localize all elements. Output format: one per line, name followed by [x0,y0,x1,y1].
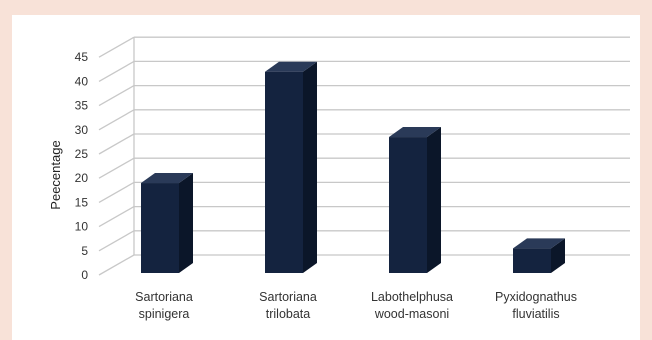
y-tick-label: 35 [75,99,89,113]
bar-top-face [513,238,565,249]
bar [513,238,565,273]
bar-front-face [141,183,179,273]
gridline-diagonal [98,206,135,228]
bar-side-face [303,61,317,273]
y-tick-label: 30 [75,123,89,137]
y-tick-label: 45 [75,50,89,64]
x-category-label-line: spinigera [139,307,190,321]
gridline-diagonal [98,157,135,179]
x-axis-categories: Sartoriana spinigera Sartoriana trilobata La… [135,290,577,321]
bar-top-face [141,173,193,184]
gridline-diagonal [98,109,135,131]
x-category-label-line: Labothelphusa [371,290,453,304]
x-category-label: Sartoriana spinigera [135,290,193,321]
bar [389,127,441,273]
gridline-diagonal [98,60,135,82]
y-tick-label: 5 [81,244,88,258]
y-axis-label: Peecentage [48,140,63,209]
y-tick-label: 20 [75,171,89,185]
bar-top-face [265,61,317,72]
bars [141,61,565,273]
gridline-diagonal [98,133,135,155]
x-category-label-line: wood-masoni [374,307,449,321]
bar [265,61,317,273]
bar-side-face [551,238,565,273]
x-category-label-line: Sartoriana [259,290,317,304]
gridline-diagonal [98,181,135,203]
bar-top-face [389,127,441,138]
x-category-label-line: fluviatilis [512,307,559,321]
chart-panel: 0 5 10 15 20 25 30 35 40 45 Sartoriana spinigera Sa… [12,15,640,340]
bar-side-face [179,173,193,273]
x-category-label: Pyxidognathus fluviatilis [495,290,577,321]
x-category-label-line: Pyxidognathus [495,290,577,304]
x-category-label: Labothelphusa wood-masoni [371,290,453,321]
bar-front-face [389,137,427,273]
y-tick-label: 15 [75,195,89,209]
gridlines [98,36,630,276]
gridline-diagonal [98,254,135,276]
y-tick-label: 25 [75,147,89,161]
y-axis-ticks: 0 5 10 15 20 25 30 35 40 45 [75,50,89,282]
bar-side-face [427,127,441,273]
x-category-label: Sartoriana trilobata [259,290,317,321]
gridline-diagonal [98,85,135,107]
gridline-diagonal [98,230,135,252]
y-tick-label: 40 [75,74,89,88]
bar-front-face [265,71,303,273]
x-category-label-line: trilobata [266,307,311,321]
bar-front-face [513,248,551,273]
gridline-diagonal [98,36,135,58]
x-category-label-line: Sartoriana [135,290,193,304]
y-tick-label: 10 [75,220,89,234]
y-tick-label: 0 [81,268,88,282]
bar [141,173,193,273]
